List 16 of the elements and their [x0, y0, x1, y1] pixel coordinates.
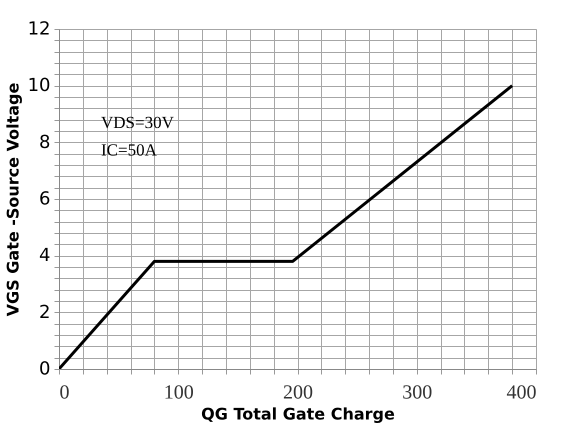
annotation: IC=50A [101, 140, 158, 160]
x-tick-label: 0 [60, 382, 70, 404]
y-axis-title: VGS Gate -Source Voltage [4, 82, 23, 316]
y-tick-label: 6 [39, 188, 50, 210]
y-tick-label: 0 [39, 358, 50, 380]
y-tick-label: 4 [39, 245, 50, 266]
x-tick-label: 400 [506, 382, 536, 404]
x-tick-label: 100 [164, 382, 194, 404]
x-tick-label: 300 [402, 382, 432, 404]
y-tick-label: 12 [28, 18, 50, 40]
y-tick-label: 2 [39, 302, 50, 323]
annotation: VDS=30V [101, 112, 175, 132]
x-tick-label: 200 [283, 382, 313, 404]
x-axis-title: QG Total Gate Charge [201, 404, 395, 424]
y-tick-label: 8 [39, 132, 50, 153]
y-tick-label: 10 [28, 75, 50, 96]
